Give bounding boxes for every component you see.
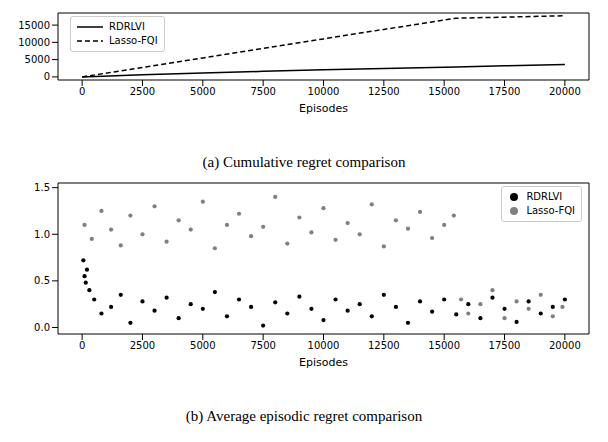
- svg-text:12500: 12500: [368, 86, 400, 97]
- html-text:Lasso-FQI: Lasso-FQI: [526, 205, 575, 216]
- svg-text:12500: 12500: [368, 340, 400, 351]
- svg-text:5000: 5000: [25, 54, 50, 65]
- svg-text:7500: 7500: [250, 340, 275, 351]
- html-text:Lasso-FQI: Lasso-FQI: [109, 35, 158, 46]
- svg-text:20000: 20000: [549, 86, 581, 97]
- html-text:(b) Average episodic regret co: (b) Average episodic regret comparison: [185, 408, 423, 424]
- svg-text:2500: 2500: [130, 86, 155, 97]
- svg-text:17500: 17500: [489, 86, 521, 97]
- html-text:(a) Cumulative regret comparis: (a) Cumulative regret comparison: [202, 154, 406, 170]
- svg-text:20000: 20000: [549, 340, 581, 351]
- svg-text:1.5: 1.5: [34, 182, 50, 193]
- svg-text:15000: 15000: [428, 340, 460, 351]
- svg-text:Episodes: Episodes: [299, 356, 348, 369]
- svg-text:10000: 10000: [308, 86, 340, 97]
- svg-text:5000: 5000: [190, 86, 215, 97]
- svg-text:7500: 7500: [250, 86, 275, 97]
- html-text:RDRLVI: RDRLVI: [109, 21, 145, 32]
- svg-text:0.0: 0.0: [34, 322, 50, 333]
- svg-text:1.0: 1.0: [34, 229, 50, 240]
- svg-text:0: 0: [79, 340, 85, 351]
- svg-text:10000: 10000: [18, 37, 50, 48]
- svg-text:0: 0: [44, 71, 50, 82]
- svg-text:Episodes: Episodes: [299, 102, 348, 115]
- html-text:RDRLVI: RDRLVI: [526, 191, 563, 202]
- svg-text:0.5: 0.5: [34, 275, 50, 286]
- svg-text:15000: 15000: [18, 20, 50, 31]
- svg-text:5000: 5000: [190, 340, 215, 351]
- svg-text:0: 0: [79, 86, 85, 97]
- svg-text:2500: 2500: [130, 340, 155, 351]
- svg-text:15000: 15000: [428, 86, 460, 97]
- svg-text:17500: 17500: [489, 340, 521, 351]
- svg-text:10000: 10000: [308, 340, 340, 351]
